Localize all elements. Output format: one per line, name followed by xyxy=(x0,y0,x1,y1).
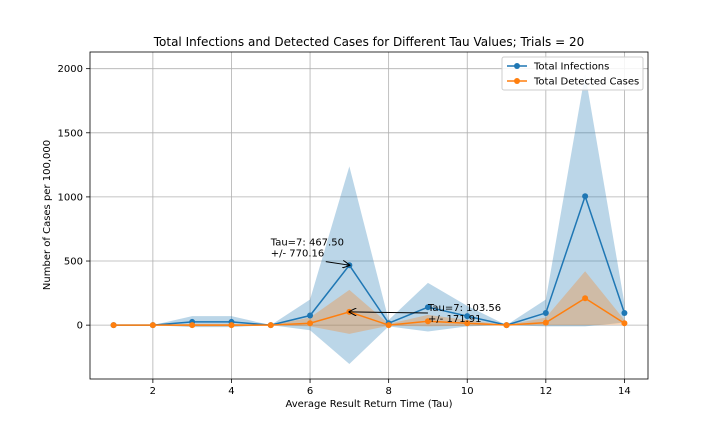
confidence-band-series-2 xyxy=(113,271,625,334)
legend-label-2: Total Detected Cases xyxy=(533,77,639,88)
y-tick-label: 1500 xyxy=(58,128,83,139)
annotation-text-2: Tau=7: 103.56 xyxy=(427,303,501,314)
annotation-arrow-2 xyxy=(349,312,428,313)
data-point-series-2 xyxy=(424,318,431,325)
data-point-series-2 xyxy=(503,322,510,329)
series-line-1 xyxy=(113,193,626,326)
series-line-2 xyxy=(113,297,625,326)
annotation-text-2: +/- 171.91 xyxy=(428,314,482,325)
x-tick-label: 2 xyxy=(150,386,156,397)
data-point-series-2 xyxy=(307,320,314,327)
x-axis-label: Average Result Return Time (Tau) xyxy=(285,399,452,410)
confidence-band-series-1 xyxy=(113,73,625,364)
data-point-series-1 xyxy=(542,309,549,316)
data-point-series-2 xyxy=(189,322,196,329)
x-tick-label: 14 xyxy=(618,386,631,397)
data-point-series-2 xyxy=(621,320,628,327)
y-tick-label: 500 xyxy=(64,257,83,268)
x-tick-label: 10 xyxy=(461,386,474,397)
x-tick-label: 6 xyxy=(307,386,313,397)
annotation-text-1: +/- 770.16 xyxy=(271,249,325,260)
data-point-series-2 xyxy=(149,322,156,329)
data-point-series-2 xyxy=(464,320,471,327)
x-tick-label: 4 xyxy=(228,386,234,397)
data-point-series-1 xyxy=(582,193,589,200)
data-point-series-1 xyxy=(621,309,628,316)
data-point-series-2 xyxy=(385,322,392,329)
y-tick-label: 0 xyxy=(77,321,83,332)
legend-label-1: Total Infections xyxy=(533,62,609,73)
annotation-arrow-1 xyxy=(325,262,350,266)
legend-marker-1 xyxy=(514,63,520,69)
data-point-series-2 xyxy=(267,322,274,329)
data-point-series-2 xyxy=(542,319,549,326)
axes-frame xyxy=(89,51,649,380)
data-point-series-1 xyxy=(424,304,431,311)
y-tick-label: 1000 xyxy=(58,192,83,203)
data-point-series-1 xyxy=(464,313,471,320)
legend: Total Infections Total Detected Cases xyxy=(501,56,644,91)
x-tick-label: 8 xyxy=(385,386,391,397)
y-axis-label: Number of Cases per 100,000 xyxy=(42,140,53,290)
data-point-series-2 xyxy=(582,295,589,302)
x-tick-label: 12 xyxy=(539,386,552,397)
legend-box xyxy=(501,56,644,91)
legend-marker-2 xyxy=(514,78,520,84)
data-point-series-2 xyxy=(228,322,235,329)
data-point-series-1 xyxy=(307,312,314,319)
data-point-series-2 xyxy=(110,322,117,329)
y-tick-label: 2000 xyxy=(58,64,83,75)
annotation-text-1: Tau=7: 467.50 xyxy=(270,238,344,249)
chart-title: Total Infections and Detected Cases for … xyxy=(153,35,585,49)
